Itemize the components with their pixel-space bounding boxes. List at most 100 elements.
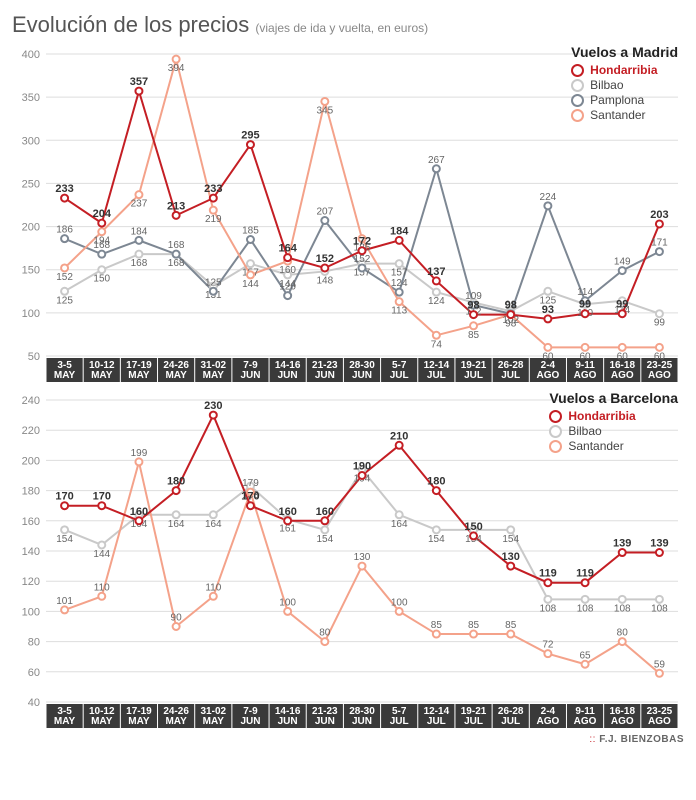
data-label: 184 xyxy=(390,225,409,237)
data-label: 60 xyxy=(542,351,554,362)
data-label: 149 xyxy=(614,257,631,268)
xaxis-month: AGO xyxy=(648,370,671,381)
xaxis-month: AGO xyxy=(574,716,597,727)
data-label: 72 xyxy=(542,640,554,651)
data-point xyxy=(619,344,626,351)
data-point xyxy=(173,623,180,630)
data-point xyxy=(321,264,328,271)
data-label: 152 xyxy=(56,272,73,283)
legend-title: Vuelos a Madrid xyxy=(571,44,678,60)
ytick-label: 140 xyxy=(22,546,40,558)
data-point xyxy=(470,322,477,329)
data-label: 59 xyxy=(654,659,666,670)
legend-item-hondarribia: Hondarribia xyxy=(549,409,678,423)
xaxis-month: MAY xyxy=(54,716,76,727)
data-label: 154 xyxy=(56,534,73,545)
data-point xyxy=(210,195,217,202)
data-label: 164 xyxy=(278,243,297,255)
xaxis-month: JUL xyxy=(464,716,483,727)
data-point xyxy=(656,344,663,351)
data-point xyxy=(173,511,180,518)
data-point xyxy=(433,289,440,296)
xaxis-month: JUN xyxy=(352,716,372,727)
data-label: 108 xyxy=(577,603,594,614)
data-point xyxy=(396,608,403,615)
ytick-label: 60 xyxy=(28,667,40,679)
data-label: 124 xyxy=(428,296,445,307)
xaxis-month: JUL xyxy=(390,370,409,381)
data-point xyxy=(173,251,180,258)
xaxis-month: AGO xyxy=(536,370,559,381)
legend-marker-icon xyxy=(549,410,562,423)
xaxis-month: AGO xyxy=(536,716,559,727)
xaxis-month: JUN xyxy=(278,716,298,727)
data-label: 110 xyxy=(94,582,110,593)
legend-marker-icon xyxy=(571,79,584,92)
data-label: 160 xyxy=(130,506,148,518)
data-point xyxy=(507,563,514,570)
data-point xyxy=(247,236,254,243)
data-label: 124 xyxy=(391,278,408,289)
data-label: 99 xyxy=(616,299,628,311)
data-label: 160 xyxy=(316,506,334,518)
data-point xyxy=(98,266,105,273)
data-point xyxy=(135,251,142,258)
xaxis-month: MAY xyxy=(128,716,150,727)
data-label: 90 xyxy=(171,613,183,624)
ytick-label: 200 xyxy=(22,222,40,234)
data-point xyxy=(61,606,68,613)
xaxis-month: JUN xyxy=(240,370,260,381)
data-label: 144 xyxy=(93,549,110,560)
data-label: 164 xyxy=(205,519,222,530)
data-label: 108 xyxy=(651,603,668,614)
data-label: 357 xyxy=(130,76,148,88)
data-label: 144 xyxy=(242,279,259,290)
xaxis-month: MAY xyxy=(128,370,150,381)
data-point xyxy=(619,549,626,556)
data-label: 98 xyxy=(467,300,479,312)
data-label: 170 xyxy=(93,491,111,503)
data-label: 233 xyxy=(204,183,222,195)
data-label: 130 xyxy=(354,552,371,563)
data-point xyxy=(507,311,514,318)
data-label: 101 xyxy=(56,596,73,607)
xaxis-month: JUN xyxy=(240,716,260,727)
data-point xyxy=(396,289,403,296)
data-point xyxy=(321,638,328,645)
data-point xyxy=(247,502,254,509)
data-point xyxy=(284,254,291,261)
xaxis-month: JUN xyxy=(315,370,335,381)
data-label: 120 xyxy=(279,282,296,293)
data-label: 179 xyxy=(242,478,259,489)
xaxis-month: JUL xyxy=(501,716,520,727)
xaxis-month: JUN xyxy=(278,370,298,381)
xaxis-month: JUN xyxy=(352,370,372,381)
data-label: 204 xyxy=(93,208,112,220)
data-label: 139 xyxy=(650,538,668,550)
xaxis-month: AGO xyxy=(574,370,597,381)
data-label: 164 xyxy=(391,519,408,530)
ytick-label: 40 xyxy=(28,697,40,709)
xaxis-month: JUL xyxy=(427,716,446,727)
data-point xyxy=(507,631,514,638)
legend-item-bilbao: Bilbao xyxy=(549,424,678,438)
data-point xyxy=(619,596,626,603)
ytick-label: 160 xyxy=(22,516,40,528)
data-label: 108 xyxy=(540,603,557,614)
legend-item-santander: Santander xyxy=(549,439,678,453)
ytick-label: 100 xyxy=(22,606,40,618)
data-label: 210 xyxy=(390,430,408,442)
data-point xyxy=(656,248,663,255)
data-point xyxy=(396,237,403,244)
data-point xyxy=(544,596,551,603)
data-label: 172 xyxy=(353,236,371,248)
data-point xyxy=(98,228,105,235)
data-label: 394 xyxy=(168,63,185,74)
title-main: Evolución de los precios xyxy=(12,12,249,37)
legend-label: Santander xyxy=(568,439,623,453)
legend-label: Santander xyxy=(590,108,645,122)
data-point xyxy=(359,247,366,254)
data-point xyxy=(470,532,477,539)
data-point xyxy=(98,541,105,548)
data-label: 180 xyxy=(167,476,185,488)
